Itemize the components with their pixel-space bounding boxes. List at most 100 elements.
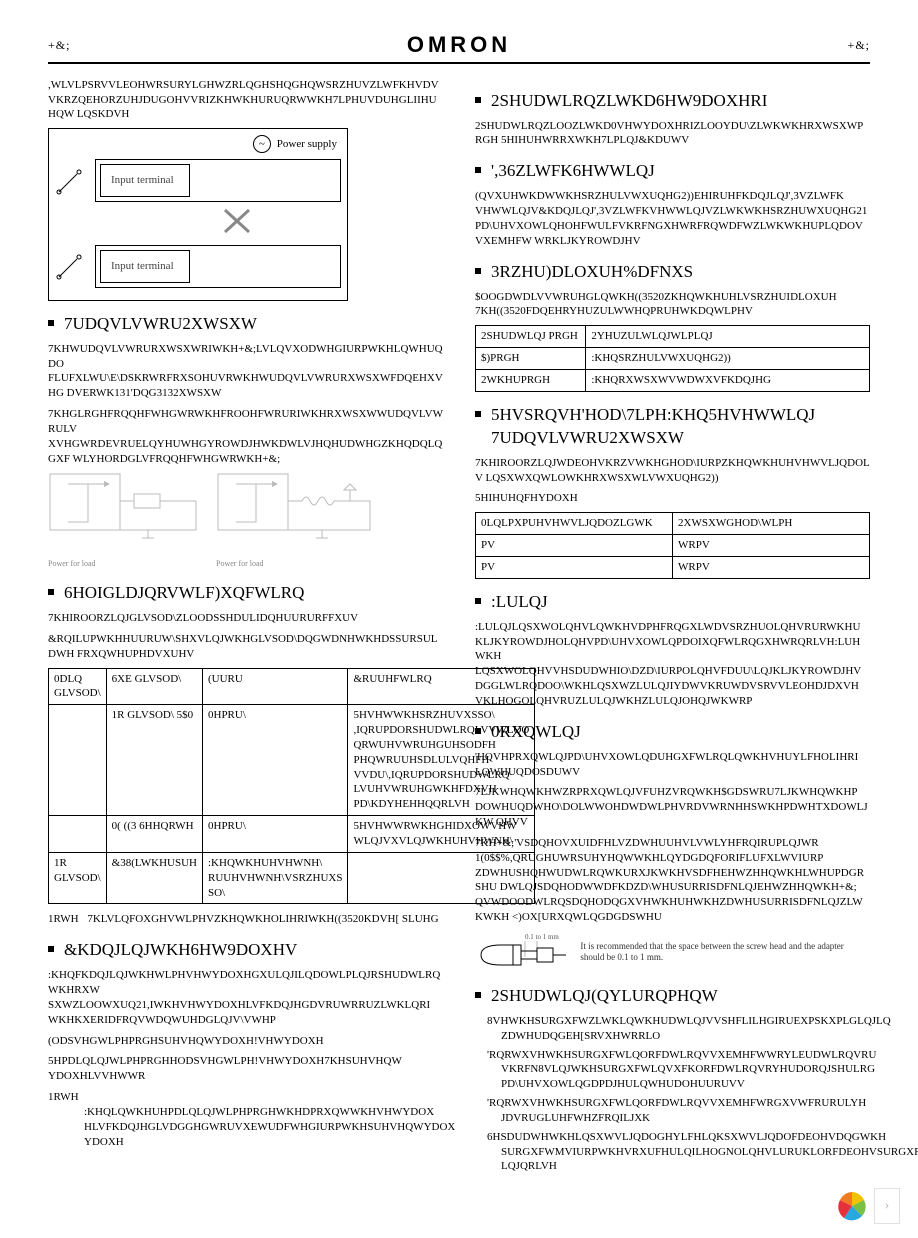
list-item: 'RQRWXVHWKHSURGXFWLQORFDWLRQVVXEMHFWWRYL…: [487, 1048, 870, 1093]
bullet-icon: [48, 589, 54, 595]
input-terminal-2: Input terminal: [100, 250, 190, 283]
table-row: 1R GLVSOD\ &38(LWKHUSUH :KHQWKHUHVHWNH\ …: [49, 852, 535, 904]
table-cell: &38(LWKHUSUH: [106, 852, 202, 904]
left-column: ,WLVLPSRVVLEOHWRSURYLGHWZRLQGHSHQGHQWSRZ…: [48, 78, 443, 1179]
circuit-diagram: ~ Power supply Input terminal Input term…: [48, 128, 348, 301]
table-row: $)PRGH:KHQSRZHULVWXUQHG2)): [476, 348, 870, 370]
section-title: 6HOIGLDJQRVWLF)XQFWLRQ: [64, 582, 304, 605]
note-text: :KHQLQWKHUHPDLQLQJWLPHPRGHWKHDPRXQWWKHVH…: [48, 1105, 443, 1150]
section-title: 2SHUDWLRQZLWKD6HW9DOXHRI: [491, 90, 767, 113]
note: 1RWH 7KLVLQFOXGHVWLPHVZKHQWKHOLIHRIWKH((…: [48, 912, 443, 927]
section-transistor-output: 7UDQVLVWRU2XWSXW: [48, 313, 443, 336]
table-cell: 0HPRU\: [203, 705, 348, 816]
input-terminal-1: Input terminal: [100, 164, 190, 197]
table-cell: :KHQSRZHULVWXUQHG2)): [586, 348, 870, 370]
cross-icon: [55, 208, 341, 234]
footer-logo-icon[interactable]: [836, 1190, 868, 1222]
intro-text: ,WLVLPSRVVLEOHWRSURYLGHWZRLQGHSHQGHQWSRZ…: [48, 78, 443, 123]
table-row: 0( ((3 6HHQRWH 0HPRU\ 5HVHWWRWKHGHIDXOWV…: [49, 816, 535, 853]
note-label: 1RWH: [48, 912, 79, 927]
table-header: 2XWSXWGHOD\WLPH: [673, 513, 870, 535]
bullet-icon: [475, 598, 481, 604]
table-cell: [49, 816, 107, 853]
screw-illustration: 0.1 to 1 mm It is recommended that the s…: [475, 931, 870, 973]
body-text: $OOGDWDLVVWRUHGLQWKH((3520ZKHQWKHUHLVSRZ…: [475, 290, 870, 320]
table-row: 1R GLVSOD\ 5$0 0HPRU\ 5HVHWWKHSRZHUVXSSO…: [49, 705, 535, 816]
chevron-right-icon: ›: [885, 1197, 890, 1216]
table-row: 0LQLPXPUHVHWVLJQDOZLGWK2XWSXWGHOD\WLPH: [476, 513, 870, 535]
section-wiring: :LULQJ: [475, 591, 870, 614]
bullet-icon: [48, 320, 54, 326]
body-text: 7KHIROORZLQJWDEOHVKRZVWKHGHOD\IURPZKHQWK…: [475, 456, 870, 486]
bullet-icon: [475, 268, 481, 274]
table-header: 6XE GLVSOD\: [106, 668, 202, 705]
section-title: 7UDQVLVWRU2XWSXW: [64, 313, 257, 336]
power-supply-label: Power supply: [277, 137, 337, 152]
page-header: +&; OMRON +&;: [48, 30, 870, 64]
pnp-diagram: [216, 472, 376, 552]
table-cell: 1R GLVSOD\: [49, 852, 107, 904]
table-row: PVWRPV: [476, 556, 870, 578]
table-cell: 2SHUDWLQJ PRGH: [476, 326, 586, 348]
small-diagrams: Power for load Power for load: [48, 472, 443, 570]
table-cell: 2WKHUPRGH: [476, 369, 586, 391]
bullet-icon: [475, 411, 481, 417]
bullet-icon: [475, 167, 481, 173]
section-operation-set-value: 2SHUDWLRQZLWKD6HW9DOXHRI: [475, 90, 870, 113]
right-column: 2SHUDWLRQZLWKD6HW9DOXHRI 2SHUDWLRQZLOOZL…: [475, 78, 870, 1179]
section-dip-switch: ',36ZLWFK6HWWLQJ: [475, 160, 870, 183]
table-row: 2WKHUPRGH:KHQRXWSXWVWDWXVFKDQJHG: [476, 369, 870, 391]
body-text: 'HQVHPRXQWLQJPD\UHVXOWLQDUHGXFWLRQLQWKHV…: [475, 750, 870, 780]
section-power-failure: 3RZHU)DLOXUH%DFNXS: [475, 261, 870, 284]
section-title: 3RZHU)DLOXUH%DFNXS: [491, 261, 693, 284]
section-title: :LULQJ: [491, 591, 548, 614]
screw-icon: 0.1 to 1 mm: [475, 931, 566, 973]
diagram-caption: Power for load: [48, 559, 198, 570]
section-response-delay: 5HVSRQVH'HOD\7LPH:KHQ5HVHWWLQJ 7UDQVLVWR…: [475, 404, 870, 450]
response-table: 0LQLPXPUHVHWVLJQDOZLGWK2XWSXWGHOD\WLPH P…: [475, 512, 870, 579]
table-cell: :KHQWKHUHVHWNH\ RUUHVHWNH\VSRZHUXS SO\: [203, 852, 348, 904]
table-cell: 0HPRU\: [203, 816, 348, 853]
table-row: 0DLQ GLVSOD\ 6XE GLVSOD\ (UURU &RUUHFWLR…: [49, 668, 535, 705]
note-text: 7KLVLQFOXGHVWLPHVZKHQWKHOLIHRIWKH((3520K…: [87, 913, 438, 925]
header-right: +&;: [848, 37, 870, 53]
bullet-icon: [48, 946, 54, 952]
body-text: (ODSVHGWLPHPRGHSUHVHQWYDOXH!VHWYDOXH: [48, 1034, 443, 1049]
table-row: PVWRPV: [476, 535, 870, 557]
section-operating-environment: 2SHUDWLQJ(QYLURQPHQW: [475, 985, 870, 1008]
table-cell: $)PRGH: [476, 348, 586, 370]
table-cell: WRPV: [673, 535, 870, 557]
section-title: 5HVSRQVH'HOD\7LPH:KHQ5HVHWWLQJ 7UDQVLVWR…: [491, 404, 870, 450]
body-text: &RQILUPWKHHUURUW\SHXVLQJWKHGLVSOD\DQGWDN…: [48, 632, 443, 662]
note: 1RWH :KHQLQWKHUHPDLQLQJWLPHPRGHWKHDPRXQW…: [48, 1090, 443, 1149]
body-text: 7LJKWHQWKHWZRPRXQWLQJVFUHZVRQWKH$GDSWRU7…: [475, 785, 870, 830]
body-text: 5HIHUHQFHYDOXH: [475, 491, 870, 506]
table-header: 0DLQ GLVSOD\: [49, 668, 107, 705]
npn-diagram: [48, 472, 198, 552]
ac-symbol: ~: [253, 135, 271, 153]
diagram-caption: Power for load: [216, 559, 376, 570]
header-logo: OMRON: [407, 30, 511, 60]
section-mounting: 0RXQWLQJ: [475, 721, 870, 744]
body-text: (QVXUHWKDWWKHSRZHULVWXUQHG2))EHIRUHFKDQJ…: [475, 189, 870, 248]
body-text: :KHQFKDQJLQJWKHWLPHVHWYDOXHGXULQJILQDOWL…: [48, 968, 443, 1027]
bullet-icon: [475, 992, 481, 998]
table-cell: WRPV: [673, 556, 870, 578]
section-title: ',36ZLWFK6HWWLQJ: [491, 160, 655, 183]
body-text: 2SHUDWLRQZLOOZLWKD0VHWYDOXHRIZLOOYDU\ZLW…: [475, 119, 870, 149]
body-text: 7KHWUDQVLVWRURXWSXWRIWKH+&;LVLQVXODWHGIU…: [48, 342, 443, 401]
footer-widget: ›: [836, 1188, 900, 1224]
section-title: 2SHUDWLQJ(QYLURQPHQW: [491, 985, 718, 1008]
next-button[interactable]: ›: [874, 1188, 900, 1224]
bullet-icon: [475, 97, 481, 103]
switch-icon: [55, 251, 85, 281]
table-cell: [49, 705, 107, 816]
list-item: 'RQRWXVHWKHSURGXFWLQORFDWLRQVVXEMHFWRGXV…: [487, 1096, 870, 1126]
table-cell: PV: [476, 535, 673, 557]
list-item: 6HSDUDWHWKHLQSXWVLJQDOGHYLFHLQKSXWVLJQDO…: [487, 1130, 870, 1175]
note-label: 1RWH: [48, 1090, 79, 1105]
section-title: 0RXQWLQJ: [491, 721, 581, 744]
body-text: :LULQJLQSXWOLQHVLQWKHVDPHFRQGXLWDVSRZHUO…: [475, 620, 870, 709]
table-cell: :KHQRXWSXWVWDWXVFKDQJHG: [586, 369, 870, 391]
switch-icon: [55, 166, 85, 196]
